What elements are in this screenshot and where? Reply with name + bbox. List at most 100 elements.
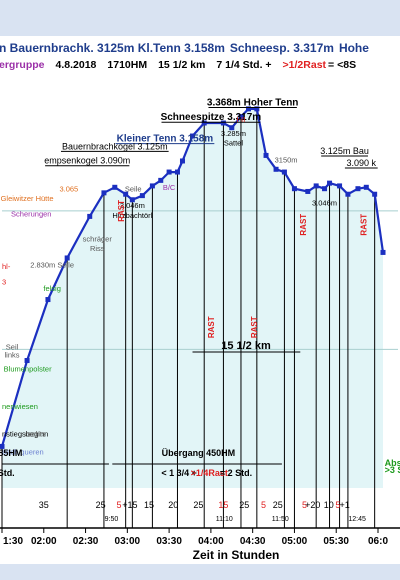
- duration-label: 25: [96, 500, 106, 510]
- profile-point: [179, 158, 185, 164]
- rast-label: RAST: [299, 214, 308, 236]
- duration-label: 25: [193, 500, 203, 510]
- rast-label: RAST: [117, 200, 126, 222]
- profile-point: [345, 191, 351, 197]
- segment-label: 085HM: [0, 448, 22, 458]
- peak-label: Schneespitze 3.317m: [161, 112, 262, 123]
- annotation-label: Blumenpolster: [4, 365, 52, 374]
- peak-label: 3.368m Hoher Tenn: [207, 98, 299, 109]
- annotation-label: felsig: [43, 284, 61, 293]
- annotation-label: nstiegsbeginn: [2, 430, 48, 439]
- duration-label: +15: [122, 500, 137, 510]
- header-line-1-part: n Bauernbrachk. 3125m Kl.Tenn 3.158m: [0, 41, 225, 55]
- time-mark: 9:50: [105, 516, 119, 523]
- duration-label: 25: [273, 500, 283, 510]
- annotation-label: links: [5, 351, 20, 360]
- annotation-label: 3.065: [59, 184, 78, 193]
- header-line-2-part: >1/2Rast: [283, 59, 327, 71]
- profile-point: [45, 297, 51, 303]
- profile-point: [139, 193, 145, 199]
- header-line-1-part: Hohe: [339, 41, 369, 55]
- distance-label: 15 1/2 km: [221, 340, 271, 352]
- duration-label: 15: [144, 500, 154, 510]
- x-tick-label: 05:00: [282, 536, 308, 547]
- duration-label: +1: [339, 500, 349, 510]
- profile-point: [174, 169, 180, 175]
- rast-label: RAST: [359, 214, 368, 236]
- x-tick-label: 05:30: [323, 536, 349, 547]
- duration-label: 20: [168, 500, 178, 510]
- profile-point: [129, 197, 135, 203]
- x-tick-label: 1:30: [3, 536, 23, 547]
- profile-point: [220, 120, 226, 126]
- header-line-2-part: 7 1/4 Std. +: [216, 59, 271, 71]
- segment-label: < 1 3/4 +: [161, 468, 197, 478]
- profile-point: [355, 186, 361, 192]
- profile-point: [322, 186, 328, 192]
- profile-point: [101, 190, 107, 196]
- profile-point: [337, 183, 343, 189]
- profile-point: [327, 180, 333, 186]
- header-line-2-part: ergruppe: [0, 59, 45, 71]
- annotation-label: I-II: [237, 115, 246, 124]
- segment-label: = 2 Std.: [220, 468, 252, 478]
- annotation-label: 3: [2, 277, 6, 286]
- profile-point: [149, 183, 155, 189]
- x-tick-label: 02:00: [31, 536, 57, 547]
- descent-label: Abst: [385, 458, 400, 468]
- annotation-label: Gleiwitzer Hütte: [1, 194, 54, 203]
- duration-label: 15: [218, 500, 228, 510]
- profile-point: [201, 120, 207, 126]
- profile-point: [313, 183, 319, 189]
- duration-label: 5: [335, 500, 340, 510]
- profile-fill: [2, 108, 384, 489]
- annotation-label: Hirzbachtörl: [112, 211, 152, 220]
- x-tick-label: 03:30: [156, 536, 182, 547]
- annotation-label: 2.830m Seile: [30, 261, 74, 270]
- header-line-2-part: 15 1/2 km: [158, 59, 205, 71]
- profile-point: [363, 184, 369, 190]
- profile-point: [380, 249, 386, 255]
- segment-label: >1/4Rast: [191, 468, 228, 478]
- header-line-2-part: = <8S: [328, 59, 356, 71]
- profile-point: [123, 191, 129, 197]
- annotation-label: Seil: [6, 342, 19, 351]
- header-line-2-part: 4.8.2018: [56, 59, 97, 71]
- annotation-label: rechts: [25, 430, 46, 439]
- peak-label: 3.090 k: [347, 158, 377, 168]
- annotation-label: schräger: [83, 234, 113, 243]
- annotation-label: bach queren: [2, 448, 44, 457]
- duration-label: 35: [39, 500, 49, 510]
- duration-label: 25: [239, 500, 249, 510]
- descent-label: >3 Std: [385, 465, 400, 475]
- duration-label: 5: [261, 500, 266, 510]
- duration-label: +20: [305, 500, 320, 510]
- annotation-label: 3.046m: [312, 198, 337, 207]
- duration-label: 5: [116, 500, 121, 510]
- profile-point: [245, 106, 251, 112]
- rast-label: RAST: [207, 316, 216, 338]
- profile-point: [166, 169, 172, 175]
- annotation-label: Seile: [125, 184, 142, 193]
- elevation-profile-chart: n Bauernbrachk. 3125m Kl.Tenn 3.158m Schn…: [0, 41, 400, 562]
- profile-point: [263, 152, 269, 158]
- peak-label: empsenkogel 3.090m: [44, 156, 130, 166]
- annotation-label: 3.046m: [120, 201, 145, 210]
- x-tick-label: 06:0: [368, 536, 388, 547]
- profile-point: [281, 169, 287, 175]
- profile-point: [112, 184, 118, 190]
- chart-panel: n Bauernbrachk. 3125m Kl.Tenn 3.158m Schn…: [0, 36, 400, 564]
- peak-label: Bauernbrachkogel 3.125m: [62, 141, 168, 151]
- annotation-label: Riss: [90, 244, 105, 253]
- time-mark: 11:50: [272, 516, 289, 523]
- peak-label: 3.125m Bau: [320, 146, 369, 156]
- x-tick-label: 04:00: [198, 536, 224, 547]
- profile-point: [24, 358, 30, 364]
- profile-point: [229, 125, 235, 131]
- annotation-label: Sattel: [224, 139, 244, 148]
- duration-label: 10: [324, 500, 334, 510]
- rast-label: RAST: [250, 316, 259, 338]
- time-mark: 12:45: [348, 516, 366, 523]
- header-line-2: ergruppe 4.8.2018 1710HM 15 1/2 km 7 1/4 Std…: [0, 59, 356, 71]
